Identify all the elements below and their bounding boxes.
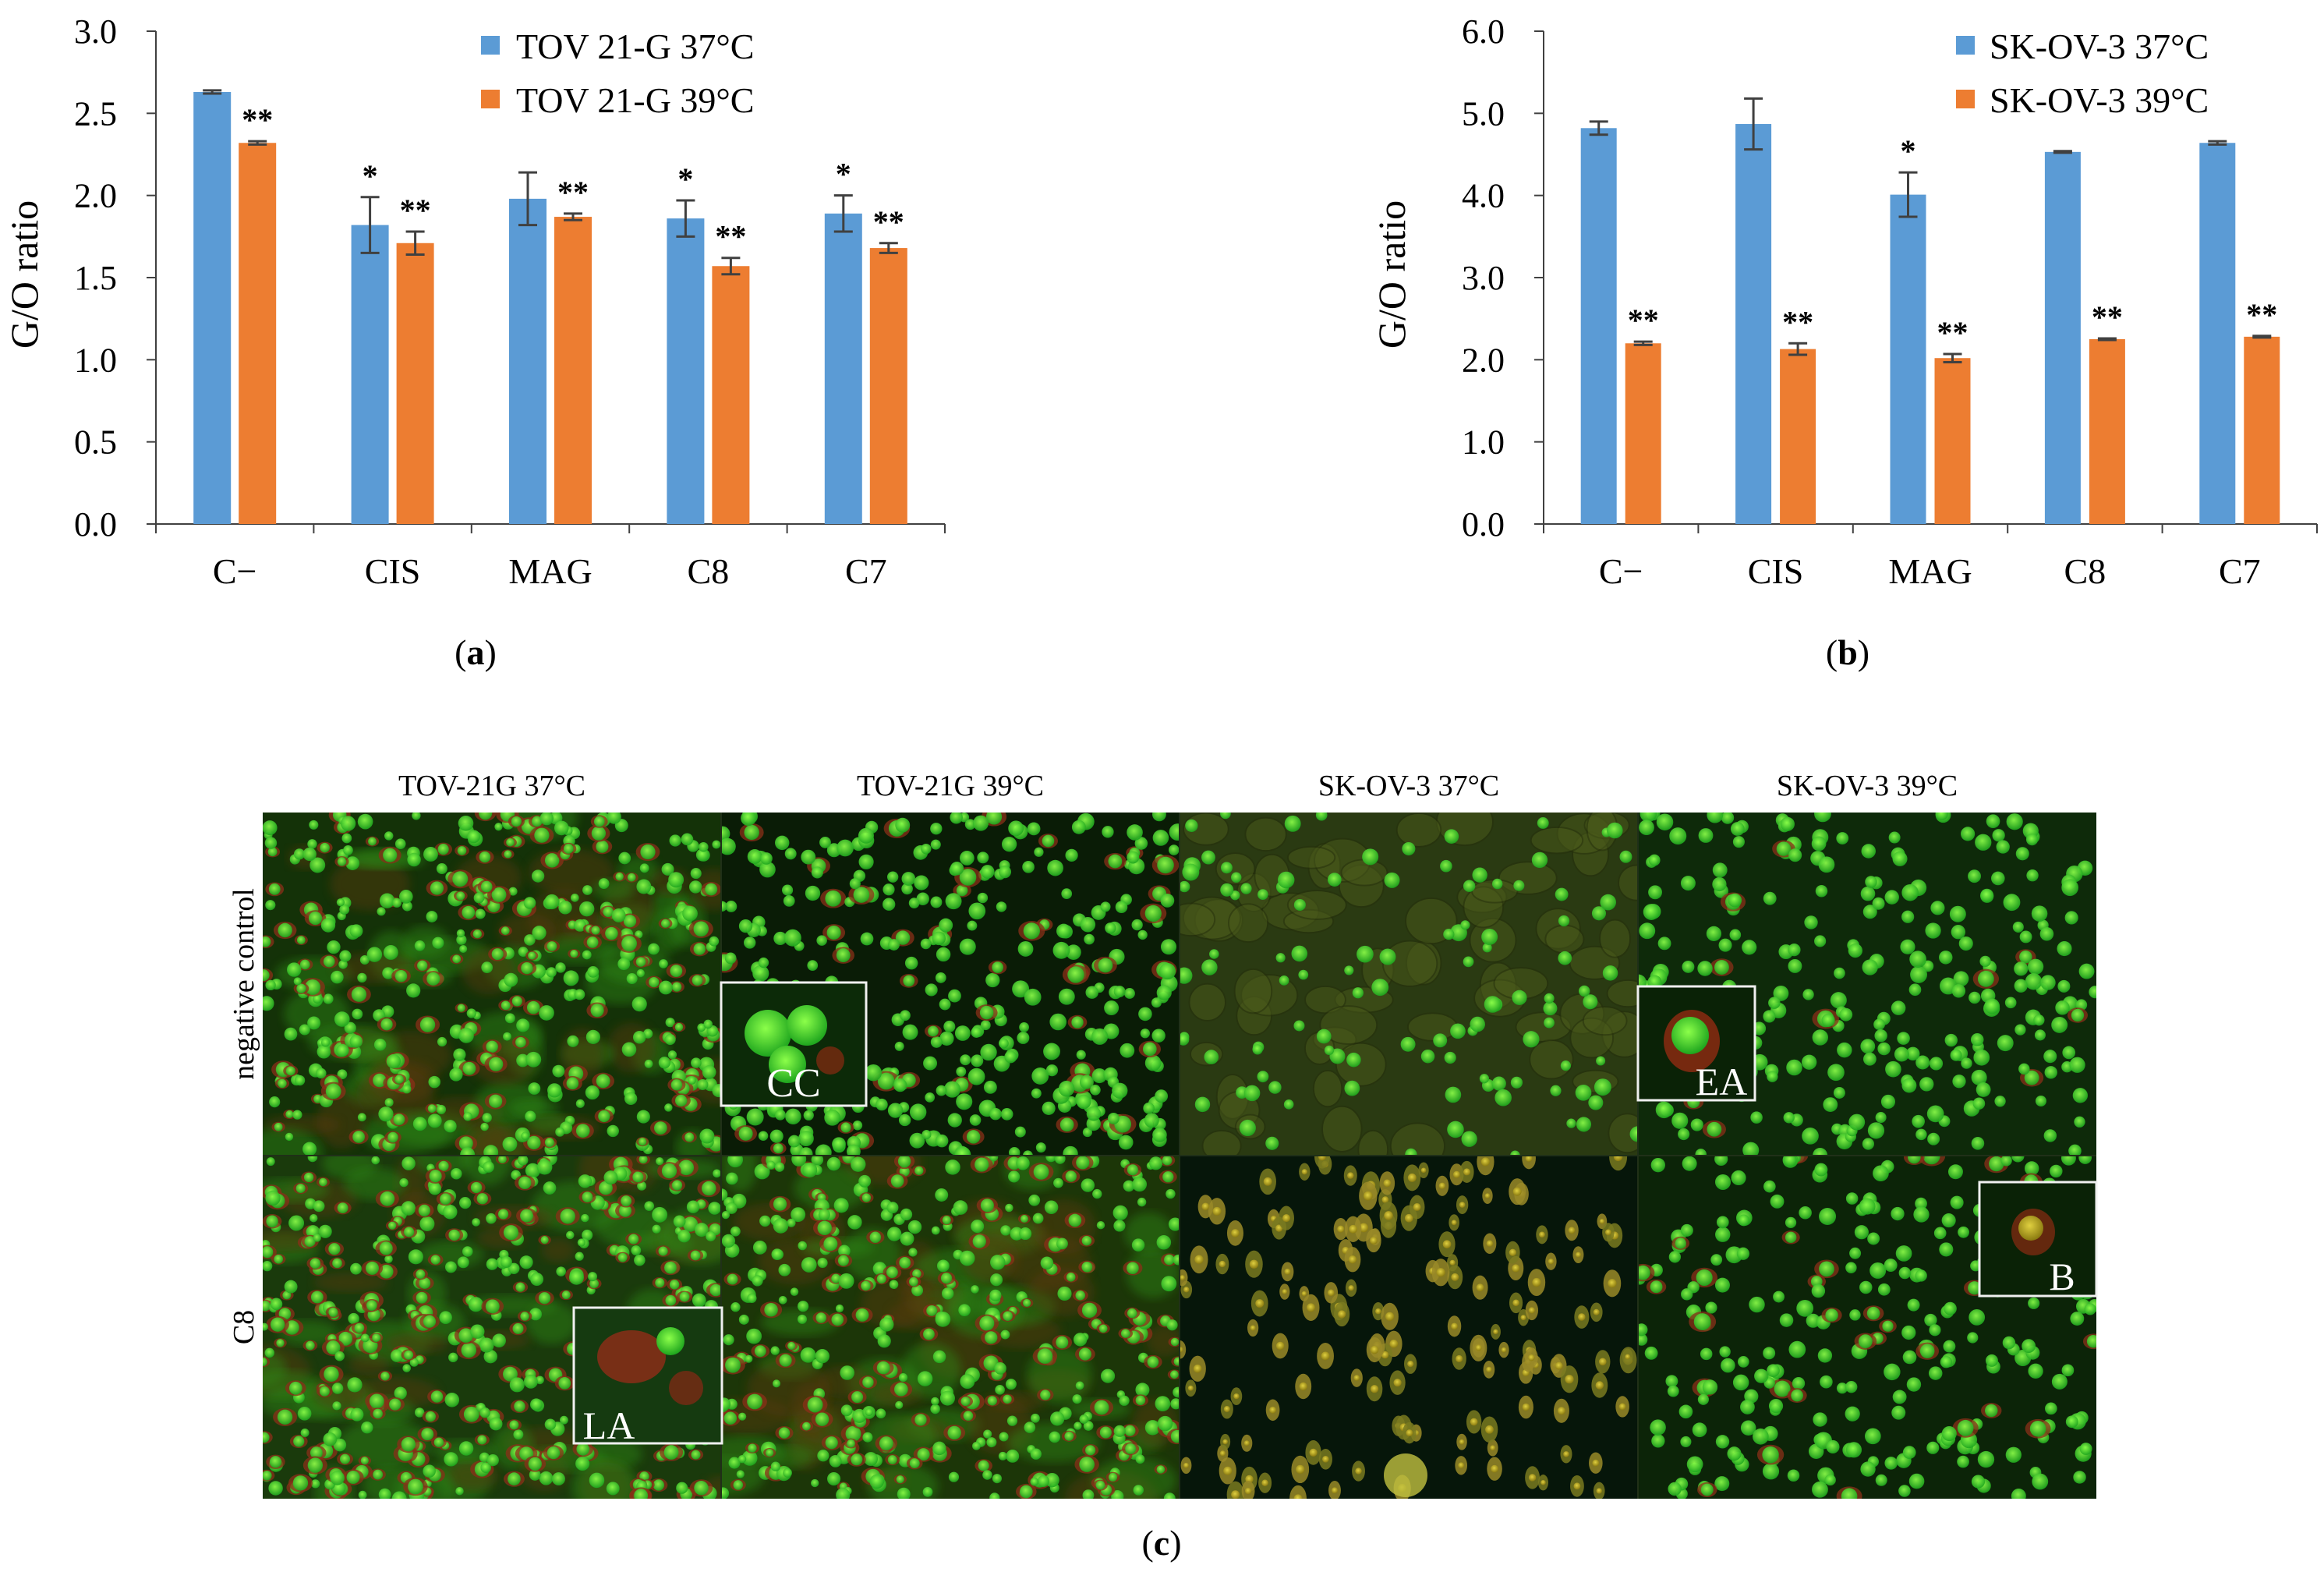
x-tick-label: CIS: [365, 551, 421, 591]
row-label-c8: C8: [228, 1310, 260, 1344]
bar-series2: [1625, 343, 1661, 524]
significance-mark: **: [1782, 304, 1813, 339]
column-title-sk-37: SK-OV-3 37°C: [1318, 770, 1499, 802]
column-title-sk-39: SK-OV-3 39°C: [1777, 770, 1958, 802]
bar-series2: [1780, 349, 1816, 524]
bar-series1: [2199, 143, 2236, 524]
y-axis-label: G/O ratio: [1372, 200, 1413, 349]
inset-label-ea: EA: [1696, 1060, 1748, 1103]
micrograph-tile: [1180, 813, 1638, 1156]
column-title-tov-39: TOV-21G 39°C: [857, 770, 1044, 802]
panel-label-b: (b): [1825, 632, 1870, 672]
x-tick-label: C7: [2219, 551, 2261, 591]
y-tick-label: 3.0: [74, 12, 117, 51]
y-tick-label: 0.5: [74, 423, 117, 462]
bar-series1: [667, 218, 705, 524]
micrograph-tile: [721, 813, 1180, 1156]
inset-label-b: B: [2049, 1255, 2075, 1298]
micrograph-tile: [721, 1156, 1180, 1499]
bar-series2: [2089, 339, 2125, 524]
inset-cc: CC: [720, 981, 868, 1107]
bar-series2: [869, 248, 907, 524]
legend: TOV 21-G 37°C TOV 21-G 39°C: [481, 27, 755, 120]
y-tick-label: 5.0: [1462, 94, 1505, 133]
significance-mark: *: [836, 157, 851, 192]
y-tick-label: 2.0: [74, 177, 117, 215]
bar-series2: [2244, 336, 2280, 524]
micrograph-tile: [1638, 813, 2096, 1156]
y-tick-label: 1.5: [74, 259, 117, 297]
bar-series1: [351, 225, 389, 524]
x-tick-label: CIS: [1748, 551, 1804, 591]
significance-mark: **: [400, 193, 431, 228]
x-tick-label: C7: [845, 551, 887, 591]
y-axis-label: G/O ratio: [2, 200, 46, 349]
y-tick-label: 0.0: [74, 505, 117, 543]
inset-b: B: [1978, 1181, 2098, 1298]
inset-la: LA: [572, 1306, 723, 1447]
y-tick-label: 1.0: [74, 341, 117, 379]
bar-series1: [509, 198, 547, 524]
significance-mark: **: [1937, 315, 1969, 350]
significance-mark: *: [677, 161, 693, 196]
row-label-negative-control: negative control: [228, 888, 260, 1080]
x-tick-label: MAG: [1888, 551, 1972, 591]
bar-series2: [239, 143, 277, 524]
y-tick-label: 3.0: [1462, 259, 1505, 297]
significance-mark: **: [1628, 303, 1659, 338]
legend-swatch-37: [481, 36, 500, 55]
significance-mark: **: [2092, 299, 2123, 335]
legend-swatch-39: [481, 90, 500, 108]
micrograph-tile: [1180, 1156, 1638, 1499]
legend-swatch-37: [1956, 36, 1975, 55]
micrograph-tile: [263, 813, 721, 1156]
x-tick-label: C8: [2064, 551, 2106, 591]
x-tick-label: C−: [1599, 551, 1643, 591]
y-tick-label: 0.0: [1462, 505, 1505, 543]
y-tick-label: 6.0: [1462, 12, 1505, 51]
inset-ea: EA: [1636, 985, 1756, 1103]
inset-label-cc: CC: [766, 1061, 820, 1106]
chart-b: G/O ratio 0.01.02.03.04.05.06.0C−**CIS**…: [1372, 12, 2318, 591]
bar-series1: [1735, 124, 1772, 524]
legend-label-37: TOV 21-G 37°C: [516, 27, 755, 66]
panel-label-a: (a): [455, 632, 497, 672]
bar-series2: [554, 217, 592, 524]
y-tick-label: 4.0: [1462, 177, 1505, 215]
significance-mark: **: [557, 175, 589, 210]
significance-mark: *: [363, 158, 378, 193]
bar-series1: [1580, 128, 1617, 524]
legend-label-37: SK-OV-3 37°C: [1990, 27, 2209, 66]
bar-series2: [396, 243, 434, 524]
plot-area: 0.00.51.01.52.02.53.0C−**CIS***MAG**C8**…: [74, 12, 946, 591]
legend-swatch-39: [1956, 90, 1975, 108]
plot-area: 0.01.02.03.04.05.06.0C−**CIS**MAG***C8**…: [1462, 12, 2318, 591]
x-tick-label: MAG: [508, 551, 592, 591]
panel-label-c: (c): [1141, 1523, 1181, 1563]
bar-series1: [2044, 151, 2081, 524]
significance-mark: **: [873, 204, 904, 239]
bar-series2: [1934, 358, 1971, 524]
significance-mark: *: [1901, 133, 1916, 168]
chart-a: G/O ratio 0.00.51.01.52.02.53.0C−**CIS**…: [2, 12, 946, 591]
significance-mark: **: [715, 219, 746, 254]
y-tick-label: 1.0: [1462, 423, 1505, 462]
inset-label-la: LA: [583, 1404, 635, 1447]
x-tick-label: C−: [213, 551, 257, 591]
legend-label-39: SK-OV-3 39°C: [1990, 80, 2209, 120]
significance-mark: **: [242, 102, 273, 137]
x-tick-label: C8: [688, 551, 730, 591]
y-tick-label: 2.5: [74, 94, 117, 133]
significance-mark: **: [2246, 297, 2277, 332]
bar-series1: [193, 91, 232, 525]
legend: SK-OV-3 37°C SK-OV-3 39°C: [1956, 27, 2209, 120]
bar-series2: [712, 266, 750, 524]
column-title-tov-37: TOV-21G 37°C: [398, 770, 585, 802]
bar-series1: [1890, 194, 1926, 524]
micrograph-panel: TOV-21G 37°C TOV-21G 39°C SK-OV-3 37°C S…: [228, 770, 2098, 1563]
legend-label-39: TOV 21-G 39°C: [516, 80, 755, 120]
bar-series1: [824, 213, 862, 524]
y-tick-label: 2.0: [1462, 341, 1505, 379]
